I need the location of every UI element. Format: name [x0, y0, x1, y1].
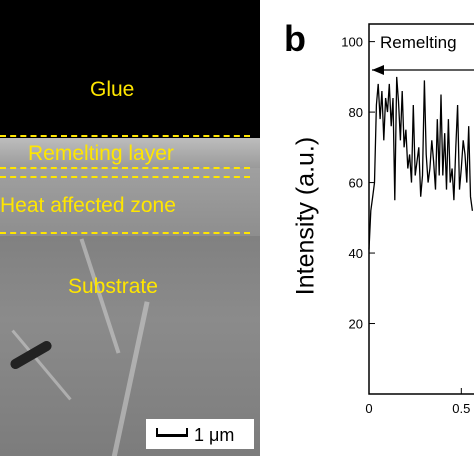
- boundary-line-remelting: [0, 167, 250, 169]
- scale-bar-line: [156, 428, 188, 437]
- label-heat-affected-zone: Heat affected zone: [0, 194, 176, 217]
- x-tick-label: 0: [365, 401, 372, 416]
- sem-image: Glue Remelting layer Heat affected zone …: [0, 0, 260, 456]
- panel-letter-b: b: [284, 18, 306, 59]
- boundary-line-haz-bottom: [0, 232, 250, 234]
- scale-bar: 1 μm: [146, 419, 254, 449]
- y-tick-label: 80: [349, 105, 363, 120]
- y-tick-label: 100: [341, 35, 363, 50]
- glue-region: [0, 0, 260, 140]
- label-remelting-layer: Remelting layer: [28, 142, 174, 165]
- arrow-head-icon: [372, 65, 384, 75]
- remelting-arrow: [372, 65, 474, 75]
- y-ticks: 20 40 60 80 100: [341, 35, 375, 332]
- x-tick-label: 0.5: [452, 401, 470, 416]
- y-tick-label: 40: [349, 246, 363, 261]
- y-tick-label: 60: [349, 176, 363, 191]
- label-substrate: Substrate: [68, 275, 158, 298]
- boundary-line-haz-top: [0, 176, 250, 178]
- remelting-layer-region: [0, 138, 260, 168]
- series-line: [368, 76, 474, 250]
- remelting-label: Remelting: [380, 33, 457, 52]
- boundary-line-top: [0, 135, 250, 137]
- scale-bar-label: 1 μm: [194, 425, 235, 445]
- y-tick-label: 20: [349, 317, 363, 332]
- x-ticks: 0 0.5: [365, 388, 470, 416]
- plot-frame: [368, 23, 474, 395]
- heat-affected-zone-region: [0, 168, 260, 236]
- label-glue: Glue: [90, 78, 135, 101]
